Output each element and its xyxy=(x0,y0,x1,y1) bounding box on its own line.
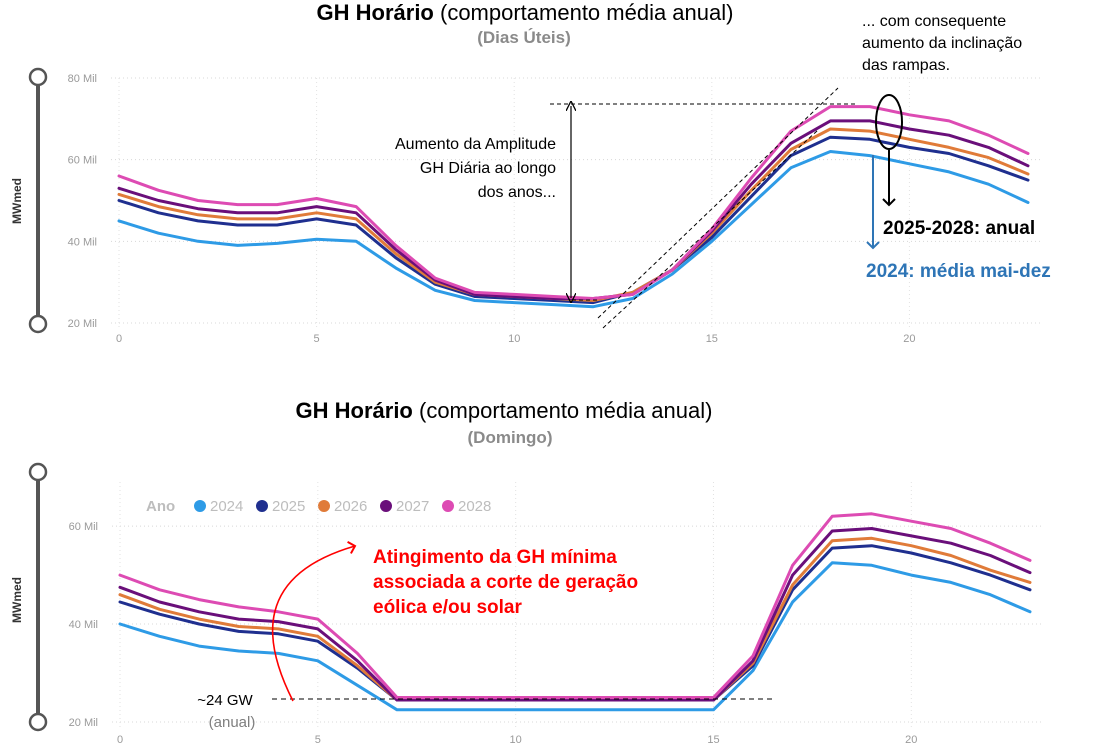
top-x-tick-label: 20 xyxy=(903,333,915,345)
top-y-tick-label: 40 Mil xyxy=(68,236,97,248)
top-x-tick-label: 15 xyxy=(706,333,718,345)
top-y-tick-label: 60 Mil xyxy=(68,155,97,167)
bottom-series-line-2027 xyxy=(118,527,1032,702)
top-series-line-2024 xyxy=(117,150,1030,309)
legend-label-2027: 2027 xyxy=(396,498,429,515)
ramp-text-line-1: ... com consequente xyxy=(862,13,1006,30)
red-curved-arrow xyxy=(271,541,357,702)
bottom-chart-title: GH Horário (comportamento média anual) xyxy=(296,398,713,423)
bottom-min-annotation: Atingimento da GH mínima associada a cor… xyxy=(197,541,775,731)
top-chart-subtitle: (Dias Úteis) xyxy=(477,28,571,47)
bottom-y-axis-label: MWmed xyxy=(10,577,24,623)
bottom-y-tick-label: 40 Mil xyxy=(69,619,98,631)
bottom-series-line-2028 xyxy=(118,512,1032,699)
bottom-y-tick-label: 20 Mil xyxy=(69,717,98,729)
legend-swatch-2025 xyxy=(256,500,268,512)
ramp-text-line-3: das rampas. xyxy=(862,57,950,74)
bottom-legend: Ano 2024 2025 2026 2027 2028 xyxy=(146,498,491,515)
top-amplitude-annotation: Aumento da Amplitude GH Diária ao longo … xyxy=(395,104,858,300)
top-y-tick-labels: 20 Mil 40 Mil 60 Mil 80 Mil xyxy=(68,73,97,330)
legend-label-2024: 2024 xyxy=(210,498,243,515)
ramp-text-line-2: aumento da inclinação xyxy=(862,35,1022,52)
top-peak-highlight: 2025-2028: anual 2024: média mai-dez xyxy=(866,94,1051,282)
amplitude-text-line-2: GH Diária ao longo xyxy=(420,160,556,177)
amplitude-text-line-1: Aumento da Amplitude xyxy=(395,136,556,153)
bottom-y-tick-label: 60 Mil xyxy=(69,521,98,533)
ramp-dashed-line-upper xyxy=(597,87,839,319)
bottom-series-line-2025 xyxy=(118,544,1032,702)
legend-title: Ano xyxy=(146,498,175,515)
legend-swatch-2027 xyxy=(380,500,392,512)
legend-label-2028: 2028 xyxy=(458,498,491,515)
bottom-gridlines xyxy=(112,482,1042,728)
label-anual: (anual) xyxy=(209,714,256,731)
legend-label-2025: 2025 xyxy=(272,498,305,515)
bottom-x-tick-label: 10 xyxy=(510,734,522,746)
legend-swatch-2024 xyxy=(194,500,206,512)
amplitude-text-line-3: dos anos... xyxy=(478,184,556,201)
peak-highlight-ellipse xyxy=(875,94,903,150)
legend-swatch-2028 xyxy=(442,500,454,512)
top-chart-title: GH Horário (comportamento média anual) xyxy=(317,0,734,25)
legend-swatch-2026 xyxy=(318,500,330,512)
bottom-series-lines xyxy=(118,512,1032,712)
top-y-tick-label: 20 Mil xyxy=(68,318,97,330)
bottom-x-tick-label: 5 xyxy=(315,734,321,746)
bottom-x-tick-label: 20 xyxy=(905,734,917,746)
bottom-series-line-2024 xyxy=(118,561,1032,712)
min-annotation-line-2: associada a corte de geração xyxy=(373,572,638,593)
label-24gw: ~24 GW xyxy=(197,692,253,709)
top-x-tick-label: 10 xyxy=(508,333,520,345)
bottom-y-range-slider-handle-min[interactable] xyxy=(28,712,48,732)
top-ramp-annotation: ... com consequente aumento da inclinaçã… xyxy=(597,13,1022,329)
top-chart: GH Horário (comportamento média anual) (… xyxy=(10,0,1051,345)
min-annotation-line-3: eólica e/ou solar xyxy=(373,597,522,618)
top-y-axis-label: MWmed xyxy=(10,178,24,224)
legend-label-2026: 2026 xyxy=(334,498,367,515)
bottom-x-tick-label: 15 xyxy=(707,734,719,746)
top-x-tick-labels: 0 5 10 15 20 xyxy=(116,333,916,345)
bottom-x-tick-label: 0 xyxy=(117,734,123,746)
top-y-range-slider-handle-max[interactable] xyxy=(28,67,48,87)
bottom-y-range-slider-handle-max[interactable] xyxy=(28,462,48,482)
top-x-tick-label: 0 xyxy=(116,333,122,345)
min-annotation-line-1: Atingimento da GH mínima xyxy=(373,547,617,568)
top-y-range-slider-handle-min[interactable] xyxy=(28,314,48,334)
bottom-y-tick-labels: 20 Mil 40 Mil 60 Mil xyxy=(69,521,98,729)
bottom-x-tick-labels: 0 5 10 15 20 xyxy=(117,734,917,746)
bottom-chart: GH Horário (comportamento média anual) (… xyxy=(10,398,1042,746)
label-2025-2028-anual: 2025-2028: anual xyxy=(883,218,1035,239)
bottom-chart-subtitle: (Domingo) xyxy=(468,428,553,447)
top-x-tick-label: 5 xyxy=(314,333,320,345)
label-2024-media-mai-dez: 2024: média mai-dez xyxy=(866,261,1051,282)
top-y-tick-label: 80 Mil xyxy=(68,73,97,85)
